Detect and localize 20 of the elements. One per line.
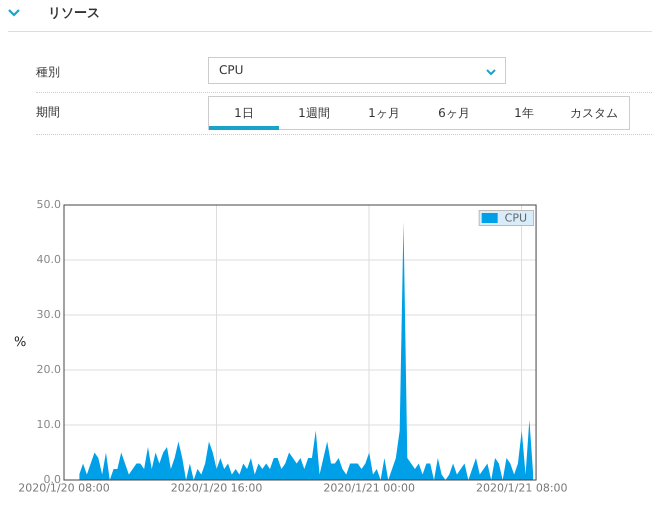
text: 期間	[36, 104, 60, 121]
text: 種別	[36, 64, 60, 81]
text: 1週間	[297, 105, 331, 122]
x-tick-label: 2020/1/21 08:00	[476, 481, 568, 494]
y-tick-label: 40.0	[36, 252, 61, 266]
text: 1日	[209, 97, 279, 129]
y-tick-label: 50.0	[36, 198, 61, 211]
text: カスタム	[569, 105, 619, 122]
text: 1ヶ月	[367, 105, 401, 122]
x-tick-label: 2020/1/20 16:00	[170, 481, 262, 494]
y-tick-label: 10.0	[36, 418, 61, 431]
y-axis-title: %	[14, 334, 26, 350]
legend-label: CPU	[504, 211, 528, 224]
x-tick-label: 2020/1/21 00:00	[323, 481, 415, 494]
text: リソース	[48, 5, 100, 22]
y-tick-label: 20.0	[36, 362, 61, 376]
y-tick-label: 30.0	[36, 308, 61, 321]
text: CPU	[219, 63, 244, 77]
text: 6ヶ月	[437, 105, 471, 122]
text: 1年	[513, 105, 535, 122]
